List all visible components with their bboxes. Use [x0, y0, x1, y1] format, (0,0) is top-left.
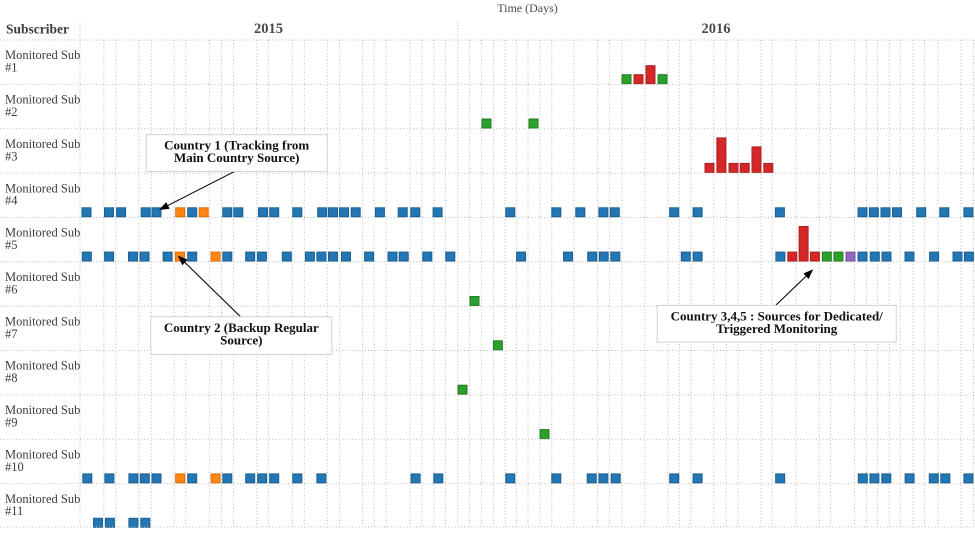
svg-text:#8: #8	[5, 371, 18, 385]
svg-text:#6: #6	[5, 282, 18, 296]
svg-text:Country 1 (Tracking from: Country 1 (Tracking from	[164, 138, 309, 153]
svg-text:Source): Source)	[220, 333, 262, 348]
svg-text:#9: #9	[5, 416, 18, 430]
svg-text:Country 2 (Backup Regular: Country 2 (Backup Regular	[164, 320, 319, 335]
svg-text:#4: #4	[5, 194, 18, 208]
svg-text:#1: #1	[5, 61, 18, 75]
svg-text:Monitored Sub: Monitored Sub	[5, 48, 80, 62]
svg-text:Monitored Sub: Monitored Sub	[5, 359, 80, 373]
svg-text:Subscriber: Subscriber	[6, 22, 69, 37]
svg-text:#10: #10	[5, 460, 24, 474]
svg-text:#3: #3	[5, 149, 18, 163]
svg-text:#11: #11	[5, 504, 23, 518]
svg-text:Monitored Sub: Monitored Sub	[5, 270, 80, 284]
svg-text:#2: #2	[5, 105, 18, 119]
svg-text:Monitored Sub: Monitored Sub	[5, 93, 80, 107]
svg-text:#7: #7	[5, 327, 18, 341]
svg-text:Country 3,4,5 : Sources for De: Country 3,4,5 : Sources for Dedicated/	[671, 308, 884, 323]
svg-text:Monitored Sub: Monitored Sub	[5, 137, 80, 151]
svg-text:Monitored Sub: Monitored Sub	[5, 181, 80, 195]
svg-text:Main Country Source): Main Country Source)	[174, 150, 299, 165]
svg-text:Monitored Sub: Monitored Sub	[5, 492, 80, 506]
svg-text:2015: 2015	[254, 21, 283, 37]
svg-text:#5: #5	[5, 238, 18, 252]
svg-text:Monitored Sub: Monitored Sub	[5, 403, 80, 417]
svg-text:Monitored Sub: Monitored Sub	[5, 226, 80, 240]
svg-text:Monitored Sub: Monitored Sub	[5, 448, 80, 462]
svg-text:Triggered Monitoring: Triggered Monitoring	[716, 321, 838, 336]
svg-text:Monitored Sub: Monitored Sub	[5, 314, 80, 328]
svg-text:2016: 2016	[702, 21, 731, 37]
svg-text:Time (Days): Time (Days)	[497, 1, 558, 15]
